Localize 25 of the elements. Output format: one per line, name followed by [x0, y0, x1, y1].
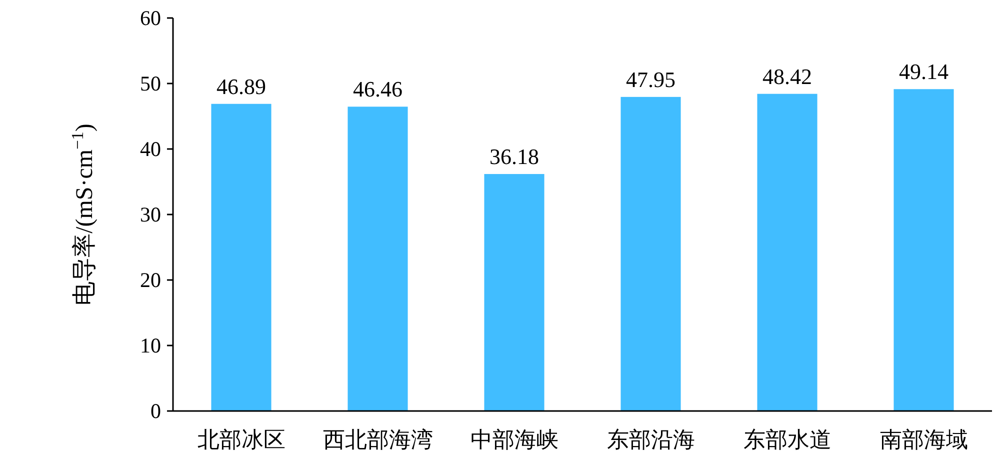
y-tick-label: 30	[140, 202, 161, 226]
y-tick-label: 0	[150, 399, 161, 423]
y-tick-label: 60	[140, 6, 161, 30]
bar	[894, 89, 954, 411]
y-tick-label: 50	[140, 72, 161, 96]
data-label: 36.18	[490, 144, 539, 170]
bar	[620, 96, 681, 411]
bar	[484, 174, 544, 411]
y-tick-label: 40	[140, 137, 161, 161]
y-tick-label: 20	[140, 268, 161, 292]
bar	[211, 104, 272, 411]
data-label: 48.42	[762, 64, 812, 89]
x-tick-label: 西北部海湾	[322, 427, 433, 452]
y-tick-label: 10	[140, 334, 161, 358]
data-label: 47.95	[626, 66, 676, 92]
x-tick-label: 南部海域	[880, 427, 968, 452]
data-label: 49.14	[899, 59, 948, 84]
x-tick-label: 北部冰区	[197, 427, 286, 452]
data-label: 46.46	[353, 76, 402, 102]
x-tick-label: 中部海峡	[470, 427, 558, 452]
bar	[348, 106, 408, 411]
bar	[757, 94, 818, 411]
x-tick-label: 东部沿海	[606, 427, 695, 452]
data-label: 46.89	[216, 74, 266, 99]
x-tick-label: 东部水道	[743, 427, 832, 452]
